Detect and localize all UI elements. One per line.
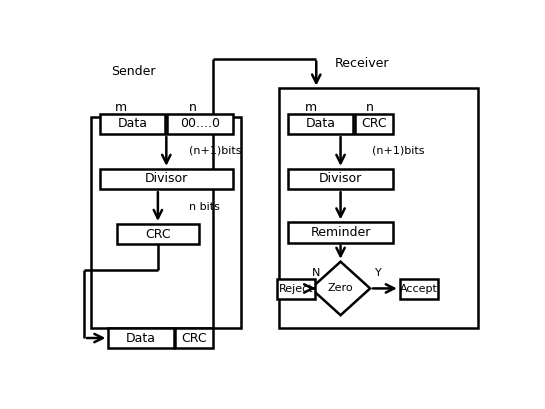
- Text: Reject: Reject: [279, 284, 313, 294]
- Bar: [92, 117, 241, 328]
- Bar: [117, 224, 199, 244]
- Text: CRC: CRC: [181, 332, 207, 344]
- Text: n: n: [189, 101, 197, 114]
- Polygon shape: [311, 262, 370, 315]
- Text: Reminder: Reminder: [310, 226, 371, 239]
- Text: 00....0: 00....0: [180, 117, 220, 130]
- Bar: [288, 114, 353, 134]
- Text: Receiver: Receiver: [335, 57, 389, 70]
- Bar: [108, 328, 174, 348]
- Text: (n+1)bits: (n+1)bits: [189, 146, 241, 156]
- Text: Y: Y: [375, 268, 382, 278]
- Bar: [399, 279, 438, 299]
- Text: N: N: [312, 268, 320, 278]
- Bar: [288, 222, 393, 243]
- Bar: [280, 88, 478, 328]
- Bar: [100, 169, 233, 189]
- Text: n: n: [366, 101, 374, 114]
- Bar: [288, 169, 393, 189]
- Bar: [175, 328, 213, 348]
- Text: CRC: CRC: [361, 117, 387, 130]
- Text: Divisor: Divisor: [319, 173, 362, 186]
- Bar: [277, 279, 315, 299]
- Bar: [100, 114, 165, 134]
- Text: Accept: Accept: [400, 284, 438, 294]
- Bar: [167, 114, 233, 134]
- Text: Data: Data: [306, 117, 336, 130]
- Text: Divisor: Divisor: [145, 173, 188, 186]
- Text: Data: Data: [126, 332, 156, 344]
- Text: Data: Data: [118, 117, 148, 130]
- Bar: [355, 114, 393, 134]
- Text: m: m: [305, 101, 317, 114]
- Text: n bits: n bits: [189, 202, 220, 211]
- Text: Sender: Sender: [111, 65, 156, 78]
- Text: CRC: CRC: [145, 227, 171, 240]
- Text: m: m: [115, 101, 127, 114]
- Text: Zero: Zero: [328, 283, 353, 293]
- Text: (n+1)bits: (n+1)bits: [372, 146, 425, 156]
